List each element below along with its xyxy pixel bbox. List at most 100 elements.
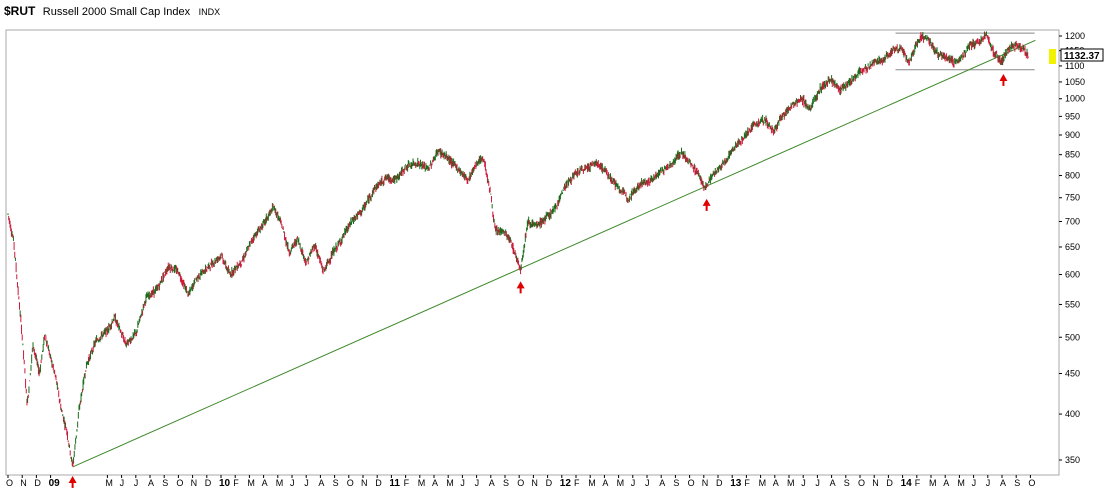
- y-tick-label: 1200: [1065, 31, 1085, 41]
- x-month-label: O: [517, 478, 524, 488]
- x-month-label: F: [404, 478, 410, 488]
- x-month-label: J: [304, 478, 309, 488]
- x-month-label: D: [34, 478, 41, 488]
- x-year-label: 11: [389, 478, 400, 489]
- last-price-box: [1060, 48, 1104, 62]
- x-month-label: O: [858, 478, 865, 488]
- y-tick-label: 350: [1065, 455, 1080, 465]
- x-month-label: O: [176, 478, 183, 488]
- chart-header: $RUT Russell 2000 Small Cap Index INDX: [4, 2, 221, 18]
- x-year-label: 10: [219, 478, 231, 489]
- x-month-label: J: [815, 478, 820, 488]
- last-price-highlight: [1049, 49, 1056, 64]
- x-month-label: J: [801, 478, 806, 488]
- x-month-label: M: [759, 478, 767, 488]
- x-month-label: N: [531, 478, 538, 488]
- x-month-label: M: [418, 478, 426, 488]
- x-month-label: A: [659, 478, 665, 488]
- x-month-label: N: [361, 478, 368, 488]
- y-tick-label: 1050: [1065, 77, 1085, 87]
- last-price-marker: 1132.37: [1049, 48, 1104, 64]
- arrow-layer: [68, 73, 1008, 488]
- y-tick-label: 750: [1065, 193, 1080, 203]
- support-arrow-icon: [702, 198, 711, 211]
- y-tick-label: 550: [1065, 299, 1080, 309]
- x-month-label: S: [844, 478, 850, 488]
- support-arrow-icon: [516, 281, 525, 294]
- x-month-label: N: [872, 478, 879, 488]
- x-month-label: A: [432, 478, 438, 488]
- x-month-label: N: [20, 478, 27, 488]
- x-month-label: D: [205, 478, 212, 488]
- x-month-label: O: [1028, 478, 1035, 488]
- x-month-label: F: [233, 478, 239, 488]
- support-arrow-icon: [68, 475, 77, 488]
- x-month-label: D: [375, 478, 382, 488]
- x-month-label: A: [830, 478, 836, 488]
- x-month-label: A: [943, 478, 949, 488]
- y-tick-label: 650: [1065, 242, 1080, 252]
- x-month-label: M: [446, 478, 454, 488]
- x-month-label: A: [1000, 478, 1006, 488]
- plot-frame: [5, 29, 1060, 476]
- x-month-label: N: [191, 478, 198, 488]
- x-month-label: S: [1014, 478, 1020, 488]
- y-tick-label: 900: [1065, 130, 1080, 140]
- x-month-label: O: [347, 478, 354, 488]
- y-tick-label: 400: [1065, 409, 1080, 419]
- x-month-label: D: [716, 478, 723, 488]
- x-year-label: 12: [560, 478, 572, 489]
- x-month-label: D: [886, 478, 893, 488]
- x-month-label: A: [602, 478, 608, 488]
- x-month-label: J: [475, 478, 480, 488]
- exchange-label: INDX: [198, 7, 221, 17]
- x-month-label: M: [588, 478, 596, 488]
- x-month-label: J: [972, 478, 977, 488]
- x-month-label: S: [503, 478, 509, 488]
- x-month-label: S: [673, 478, 679, 488]
- channel-lines: [895, 32, 1035, 71]
- y-tick-label: 850: [1065, 150, 1080, 160]
- x-month-label: J: [290, 478, 295, 488]
- x-month-label: J: [986, 478, 991, 488]
- x-month-label: F: [574, 478, 580, 488]
- y-tick-label: 800: [1065, 171, 1080, 181]
- x-month-label: M: [105, 478, 113, 488]
- x-axis: O N D 09 M J J A S O N D 10 F M A M J J A S O N D 11 F M A M J J A S O N D 1…: [6, 475, 1035, 489]
- x-month-label: M: [617, 478, 625, 488]
- x-month-label: D: [546, 478, 553, 488]
- x-month-label: J: [631, 478, 636, 488]
- trendline: [72, 39, 1036, 468]
- x-month-label: S: [162, 478, 168, 488]
- x-month-label: O: [688, 478, 695, 488]
- index-name: Russell 2000 Small Cap Index: [42, 6, 191, 18]
- x-month-label: A: [262, 478, 268, 488]
- x-month-label: S: [333, 478, 339, 488]
- x-month-label: A: [318, 478, 324, 488]
- y-tick-label: 1100: [1065, 61, 1084, 71]
- x-month-label: M: [929, 478, 937, 488]
- x-month-label: J: [134, 478, 139, 488]
- y-tick-label: 600: [1065, 270, 1080, 280]
- y-tick-label: 500: [1065, 332, 1080, 342]
- y-tick-label: 700: [1065, 216, 1080, 226]
- x-month-label: F: [915, 478, 921, 488]
- y-axis: 350 400 450 500 550 600 650 700 750 800 850 900 950 1…: [1059, 31, 1085, 465]
- support-arrow-icon: [999, 73, 1008, 86]
- x-month-label: M: [276, 478, 284, 488]
- x-month-label: J: [460, 478, 465, 488]
- x-month-label: M: [247, 478, 255, 488]
- x-month-label: J: [645, 478, 650, 488]
- x-year-label: 09: [49, 478, 61, 489]
- x-month-label: A: [773, 478, 779, 488]
- x-month-label: J: [120, 478, 125, 488]
- ticker-symbol: $RUT: [4, 4, 36, 18]
- x-year-label: 14: [901, 478, 913, 489]
- x-month-label: A: [148, 478, 154, 488]
- x-month-label: O: [6, 478, 13, 488]
- y-tick-label: 1000: [1065, 94, 1085, 104]
- last-price-label: 1132.37: [1064, 51, 1100, 62]
- x-month-label: F: [744, 478, 750, 488]
- x-year-label: 13: [730, 478, 742, 489]
